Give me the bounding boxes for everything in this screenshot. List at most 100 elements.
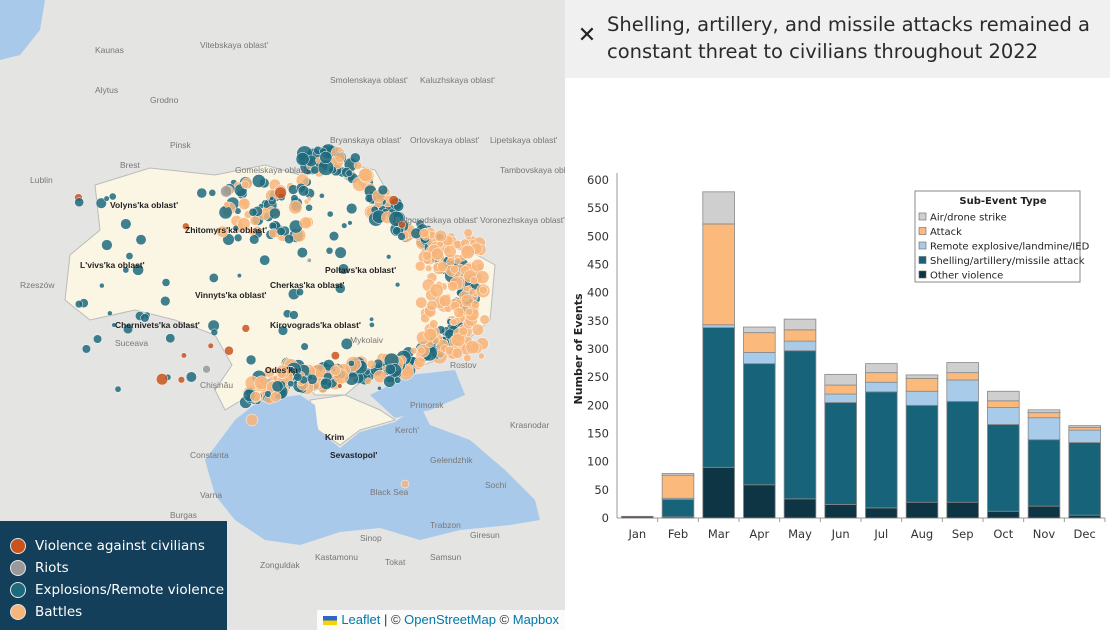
event-marker[interactable]	[245, 354, 257, 366]
event-marker[interactable]	[400, 479, 410, 489]
event-marker[interactable]	[218, 205, 233, 220]
event-marker[interactable]	[419, 228, 430, 239]
event-marker[interactable]	[269, 195, 275, 201]
event-marker[interactable]	[132, 263, 144, 276]
event-marker[interactable]	[81, 344, 91, 354]
event-marker[interactable]	[463, 228, 473, 238]
event-marker[interactable]	[103, 195, 110, 202]
event-marker[interactable]	[287, 380, 295, 388]
event-marker[interactable]	[95, 197, 107, 209]
event-marker[interactable]	[306, 257, 312, 263]
event-marker[interactable]	[269, 207, 281, 220]
event-marker[interactable]	[330, 365, 341, 376]
event-marker[interactable]	[248, 207, 258, 217]
event-marker[interactable]	[443, 244, 457, 258]
event-marker[interactable]	[250, 391, 261, 402]
event-marker[interactable]	[185, 371, 197, 383]
event-marker[interactable]	[210, 328, 219, 337]
event-marker[interactable]	[241, 324, 250, 333]
event-marker[interactable]	[426, 299, 438, 311]
event-marker[interactable]	[101, 239, 113, 251]
event-marker[interactable]	[233, 233, 243, 242]
openstreetmap-link[interactable]: OpenStreetMap	[404, 612, 496, 627]
close-icon[interactable]: ✕	[577, 23, 597, 48]
event-marker[interactable]	[460, 294, 474, 308]
event-marker[interactable]	[249, 215, 260, 226]
event-marker[interactable]	[320, 377, 333, 390]
event-marker[interactable]	[223, 201, 230, 208]
event-marker[interactable]	[450, 318, 458, 326]
event-marker[interactable]	[346, 202, 358, 215]
event-marker[interactable]	[74, 197, 85, 208]
event-marker[interactable]	[325, 246, 334, 255]
event-marker[interactable]	[429, 283, 444, 298]
event-marker[interactable]	[415, 296, 428, 309]
event-marker[interactable]	[358, 167, 373, 183]
event-marker[interactable]	[463, 354, 472, 363]
event-marker[interactable]	[341, 222, 348, 229]
event-marker[interactable]	[326, 210, 334, 218]
event-marker[interactable]	[310, 165, 320, 175]
event-marker[interactable]	[125, 252, 134, 260]
event-marker[interactable]	[295, 288, 304, 297]
event-marker[interactable]	[347, 220, 353, 226]
event-marker[interactable]	[425, 264, 433, 272]
event-marker[interactable]	[268, 228, 279, 239]
event-marker[interactable]	[165, 333, 176, 344]
event-marker[interactable]	[458, 326, 468, 336]
event-marker[interactable]	[386, 254, 392, 260]
event-marker[interactable]	[319, 192, 325, 199]
event-marker[interactable]	[319, 151, 333, 165]
event-marker[interactable]	[394, 282, 401, 288]
event-marker[interactable]	[478, 285, 488, 295]
event-marker[interactable]	[207, 342, 214, 349]
event-marker[interactable]	[414, 356, 426, 369]
event-marker[interactable]	[107, 310, 113, 317]
map[interactable]: Vitebskaya oblast' Smolenskaya oblast' Kal…	[0, 0, 565, 630]
event-marker[interactable]	[216, 225, 229, 238]
event-marker[interactable]	[236, 273, 242, 279]
event-marker[interactable]	[437, 261, 448, 272]
event-marker[interactable]	[241, 180, 250, 189]
event-marker[interactable]	[160, 295, 171, 307]
event-marker[interactable]	[306, 196, 312, 202]
event-marker[interactable]	[434, 229, 448, 243]
event-marker[interactable]	[271, 380, 284, 393]
event-marker[interactable]	[460, 244, 475, 260]
event-marker[interactable]	[465, 340, 480, 355]
event-marker[interactable]	[74, 300, 84, 309]
event-marker[interactable]	[471, 258, 485, 273]
event-marker[interactable]	[337, 383, 343, 389]
leaflet-link[interactable]: Leaflet	[341, 612, 381, 627]
event-marker[interactable]	[369, 322, 375, 328]
event-marker[interactable]	[334, 151, 346, 163]
event-marker[interactable]	[377, 385, 382, 391]
event-marker[interactable]	[337, 263, 350, 275]
event-marker[interactable]	[348, 359, 355, 367]
event-marker[interactable]	[114, 385, 122, 393]
event-marker[interactable]	[111, 322, 117, 328]
event-marker[interactable]	[423, 327, 438, 342]
event-marker[interactable]	[345, 169, 353, 177]
event-marker[interactable]	[447, 280, 458, 292]
event-marker[interactable]	[208, 273, 219, 283]
event-marker[interactable]	[340, 337, 353, 350]
event-marker[interactable]	[224, 345, 234, 356]
event-marker[interactable]	[451, 332, 466, 348]
event-marker[interactable]	[182, 222, 190, 230]
event-marker[interactable]	[471, 323, 484, 336]
event-marker[interactable]	[284, 234, 295, 244]
event-marker[interactable]	[140, 313, 150, 323]
event-marker[interactable]	[249, 234, 260, 245]
event-marker[interactable]	[393, 376, 402, 384]
event-marker[interactable]	[180, 352, 187, 359]
event-marker[interactable]	[453, 307, 465, 319]
event-marker[interactable]	[135, 234, 147, 246]
event-marker[interactable]	[328, 231, 340, 242]
event-marker[interactable]	[299, 216, 312, 230]
event-marker[interactable]	[297, 185, 310, 197]
event-marker[interactable]	[422, 250, 433, 261]
event-marker[interactable]	[122, 266, 130, 274]
event-marker[interactable]	[468, 288, 476, 296]
event-marker[interactable]	[276, 226, 286, 236]
